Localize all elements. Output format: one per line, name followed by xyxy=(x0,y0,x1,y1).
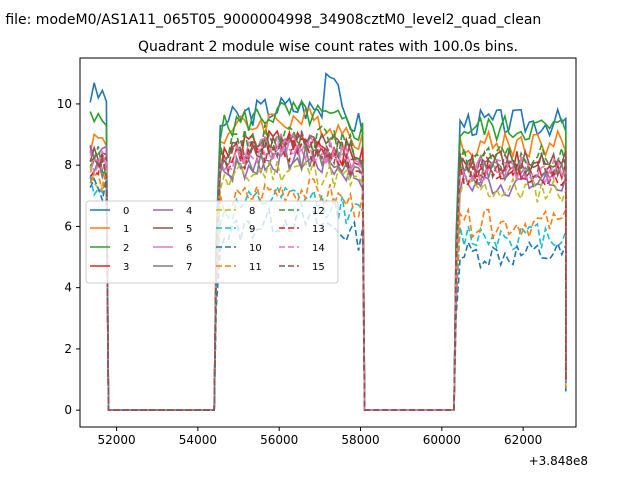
y-tick-label: 8 xyxy=(64,158,72,172)
plot-frame xyxy=(79,57,577,428)
series-line-0 xyxy=(89,71,567,411)
legend-box xyxy=(85,200,339,284)
legend-label-6: 6 xyxy=(186,243,192,254)
legend-label-7: 7 xyxy=(186,262,192,273)
x-axis: 52000 54000 56000 58000 60000 62000 xyxy=(97,427,542,447)
legend-label-13: 13 xyxy=(312,224,325,235)
legend-label-1: 1 xyxy=(123,224,129,235)
legend-label-12: 12 xyxy=(312,206,325,217)
series-line-2 xyxy=(89,99,567,411)
legend-label-14: 14 xyxy=(312,243,325,254)
y-tick-label: 0 xyxy=(64,403,72,417)
x-tick-label: 58000 xyxy=(341,433,379,447)
legend-label-4: 4 xyxy=(186,206,192,217)
series-line-8 xyxy=(89,160,567,411)
series-line-14 xyxy=(89,134,567,411)
legend-label-5: 5 xyxy=(186,224,192,235)
x-tick-label: 62000 xyxy=(504,433,542,447)
y-axis: 0 2 4 6 8 10 xyxy=(57,97,80,417)
x-offset-label: +3.848e8 xyxy=(529,454,588,468)
x-tick-label: 54000 xyxy=(179,433,217,447)
figure-suptitle: n file: modeM0/AS1A11_065T05_9000004998_… xyxy=(0,12,541,28)
legend-label-3: 3 xyxy=(123,262,129,273)
x-tick-label: 52000 xyxy=(97,433,135,447)
y-tick-label: 6 xyxy=(64,219,72,233)
series-line-1 xyxy=(89,107,567,411)
y-tick-label: 4 xyxy=(64,281,72,295)
legend-label-11: 11 xyxy=(249,262,262,273)
legend-label-9: 9 xyxy=(249,224,255,235)
x-tick-label: 60000 xyxy=(423,433,461,447)
legend-label-8: 8 xyxy=(249,206,255,217)
series-line-12 xyxy=(89,124,567,411)
x-tick-label: 56000 xyxy=(260,433,298,447)
series-line-7 xyxy=(89,145,567,411)
chart-title: Quadrant 2 module wise count rates with … xyxy=(138,39,518,55)
series-line-11 xyxy=(89,167,567,411)
legend-label-15: 15 xyxy=(312,262,325,273)
legend-label-0: 0 xyxy=(123,206,129,217)
series-line-13 xyxy=(89,136,567,411)
legend-label-2: 2 xyxy=(123,243,129,254)
series-line-15 xyxy=(89,129,567,411)
legend-label-10: 10 xyxy=(249,243,262,254)
y-tick-label: 2 xyxy=(64,342,72,356)
y-tick-label: 10 xyxy=(57,97,72,111)
